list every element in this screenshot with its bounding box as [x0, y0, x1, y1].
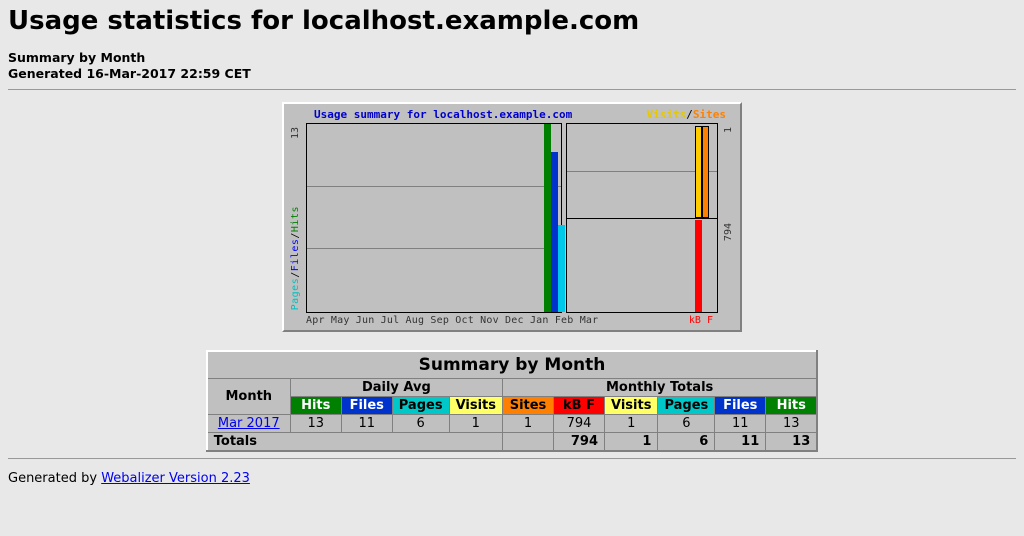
chart-panel-right: kB F — [566, 123, 718, 313]
col-pages: Pages — [392, 396, 449, 414]
bar-visits — [695, 126, 702, 218]
divider-top — [8, 89, 1016, 90]
col-monthly-totals: Monthly Totals — [503, 378, 818, 396]
y-axis-right-bottom: 794 — [723, 223, 734, 241]
chart-x-axis: Apr May Jun Jul Aug Sep Oct Nov Dec Jan … — [288, 313, 736, 326]
totals-kbf: 794 — [554, 432, 605, 451]
chart-panel-left — [306, 123, 562, 313]
bar-pages — [558, 225, 565, 311]
summary-block: Summary by Month Generated 16-Mar-2017 2… — [8, 50, 1016, 83]
month-link[interactable]: Mar 2017 — [218, 416, 280, 431]
totals-label: Totals — [207, 432, 503, 451]
footer-prefix: Generated by — [8, 471, 101, 486]
chart-legend-right: Visits/Sites — [647, 108, 727, 121]
table-title: Summary by Month — [207, 351, 818, 379]
col-hits: Hits — [766, 396, 818, 414]
bar-sites — [702, 126, 709, 218]
right-bottom-label: kB F — [689, 315, 713, 326]
chart-left-legend: Pages/Files/Hits — [290, 206, 301, 310]
col-visits: Visits — [449, 396, 502, 414]
col-daily-avg: Daily Avg — [290, 378, 502, 396]
table-row: Mar 20171311611794161113 — [207, 414, 818, 432]
summary-table: Summary by Month Month Daily Avg Monthly… — [206, 350, 819, 452]
col-sites: Sites — [503, 396, 554, 414]
y-axis-right-top: 1 — [723, 127, 734, 133]
totals-hits: 13 — [766, 432, 818, 451]
bar-files — [551, 152, 558, 312]
totals-files: 11 — [715, 432, 766, 451]
col-visits: Visits — [605, 396, 658, 414]
bar-kbf — [695, 220, 702, 312]
divider-bottom — [8, 458, 1016, 459]
col-month: Month — [207, 378, 291, 414]
totals-pages: 6 — [658, 432, 715, 451]
page-title: Usage statistics for localhost.example.c… — [8, 6, 1016, 36]
col-kbf: kB F — [554, 396, 605, 414]
generated-timestamp: Generated 16-Mar-2017 22:59 CET — [8, 66, 1016, 82]
chart-title: Usage summary for localhost.example.com — [314, 108, 572, 121]
footer: Generated by Webalizer Version 2.23 — [8, 471, 1016, 486]
summary-label: Summary by Month — [8, 50, 1016, 66]
col-hits: Hits — [290, 396, 341, 414]
legend-visits: Visits — [647, 108, 687, 121]
usage-chart: Usage summary for localhost.example.com … — [282, 102, 742, 332]
bar-hits — [544, 124, 551, 312]
y-axis-left-max: 13 — [290, 127, 301, 139]
totals-visits: 1 — [605, 432, 658, 451]
col-files: Files — [341, 396, 392, 414]
legend-sites: Sites — [693, 108, 726, 121]
col-pages: Pages — [658, 396, 715, 414]
col-files: Files — [715, 396, 766, 414]
webalizer-link[interactable]: Webalizer Version 2.23 — [101, 471, 250, 486]
